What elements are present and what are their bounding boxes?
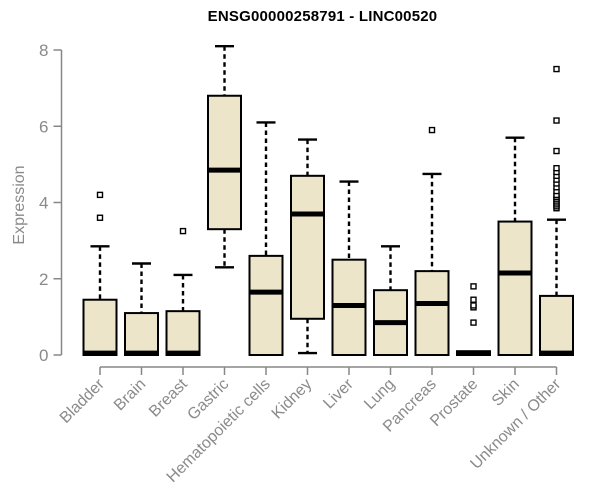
box-bladder — [82, 298, 118, 356]
outlier-pancreas — [428, 126, 436, 134]
box-breast — [165, 310, 201, 356]
box-kidney — [290, 174, 325, 320]
x-category-label: Breast — [146, 375, 191, 420]
box-hematopoietic-cells — [248, 254, 284, 356]
chart-title: ENSG00000258791 - LINC00520 — [207, 8, 438, 25]
box-unknown-other — [539, 294, 574, 356]
y-tick-label: 6 — [39, 117, 48, 136]
outlier-unknown-other — [553, 164, 560, 172]
y-tick-label: 0 — [39, 346, 48, 365]
outlier-prostate — [470, 283, 477, 290]
x-category-label: Kidney — [269, 376, 316, 423]
x-category-label: Lung — [361, 376, 398, 413]
outlier-unknown-other — [553, 147, 560, 155]
x-category-label: Brain — [111, 376, 149, 414]
x-category-label: Skin — [489, 376, 523, 410]
box-gastric — [207, 94, 242, 231]
y-tick-label: 2 — [39, 270, 48, 289]
outlier-breast — [179, 227, 187, 235]
outlier-unknown-other — [553, 65, 560, 73]
outlier-bladder — [96, 191, 104, 199]
y-tick-label: 4 — [39, 194, 48, 213]
outlier-bladder — [96, 214, 104, 221]
outlier-prostate — [470, 296, 477, 303]
y-tick-label: 8 — [39, 41, 48, 60]
outlier-prostate — [470, 319, 477, 326]
outlier-unknown-other — [553, 117, 560, 124]
box-brain — [124, 312, 159, 356]
x-category-label: Bladder — [57, 375, 108, 426]
x-category-label: Liver — [320, 375, 357, 412]
outlier-prostate — [470, 302, 477, 309]
box-skin — [497, 220, 533, 356]
box-pancreas — [414, 270, 450, 356]
